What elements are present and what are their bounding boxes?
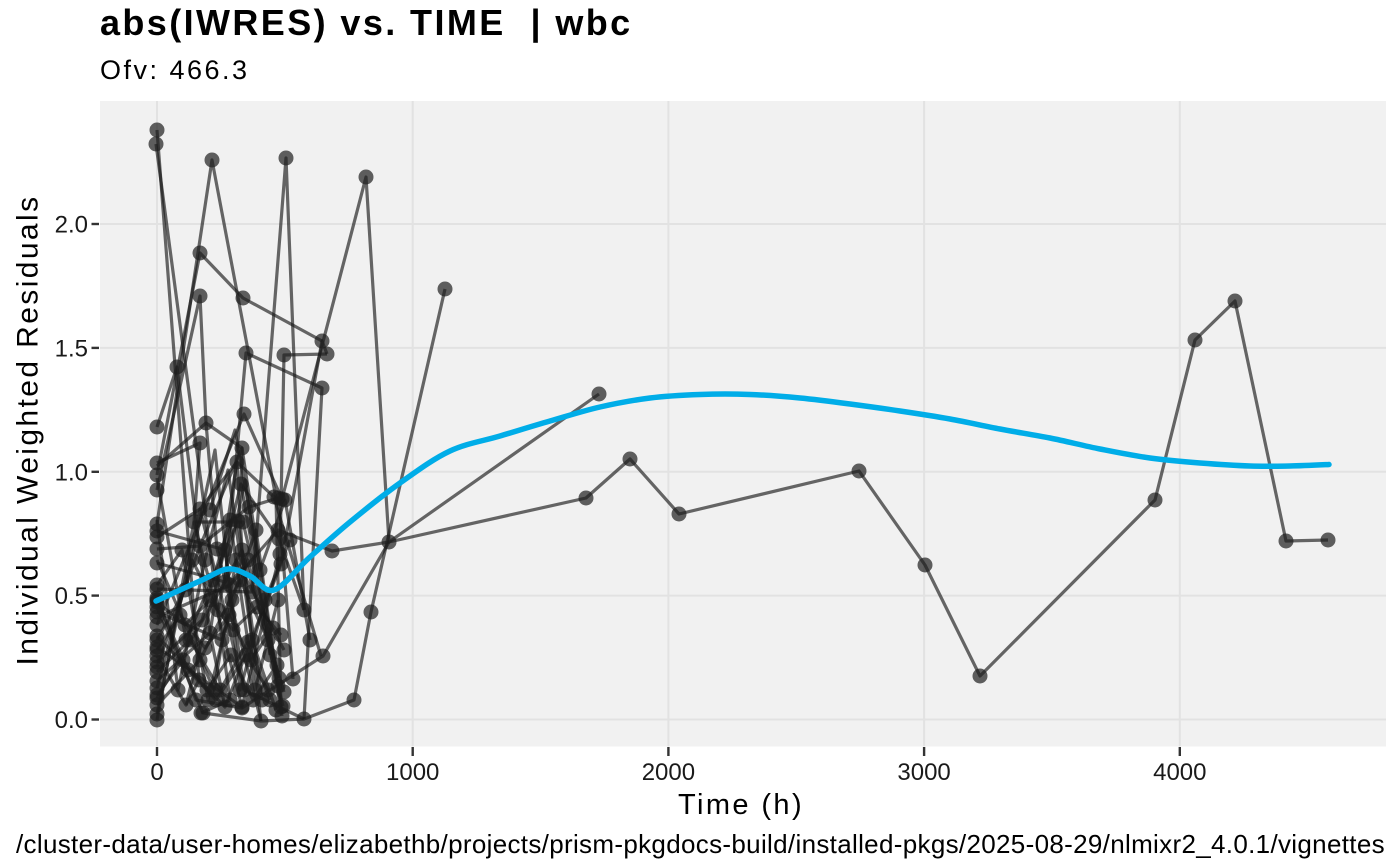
svg-text:2000: 2000 [642, 759, 695, 786]
svg-text:1.5: 1.5 [55, 335, 88, 362]
svg-text:0.0: 0.0 [55, 707, 88, 734]
svg-text:1.0: 1.0 [55, 459, 88, 486]
svg-text:Individual Weighted Residuals: Individual Weighted Residuals [12, 195, 45, 666]
svg-text:/cluster-data/user-homes/eliza: /cluster-data/user-homes/elizabethb/proj… [16, 829, 1385, 859]
svg-text:0: 0 [150, 759, 163, 786]
svg-text:abs(IWRES) vs. TIME | wbc: abs(IWRES) vs. TIME | wbc [100, 2, 633, 44]
svg-text:0.5: 0.5 [55, 583, 88, 610]
svg-text:4000: 4000 [1153, 759, 1206, 786]
svg-text:1000: 1000 [386, 759, 439, 786]
svg-text:Ofv: 466.3: Ofv: 466.3 [100, 55, 250, 85]
svg-text:2.0: 2.0 [55, 212, 88, 239]
svg-text:3000: 3000 [897, 759, 950, 786]
svg-text:Time (h): Time (h) [678, 789, 804, 821]
